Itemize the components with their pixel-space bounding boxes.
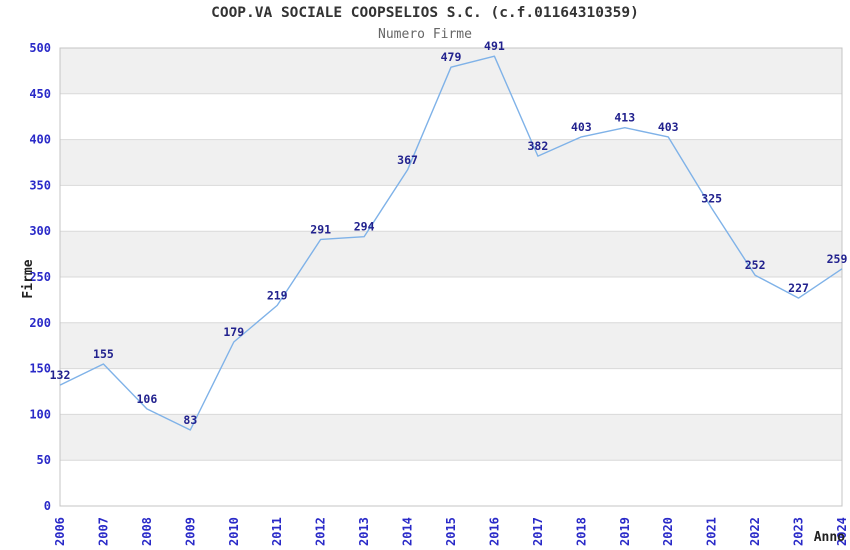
x-tick-label: 2021	[705, 517, 719, 546]
data-point-label: 132	[50, 368, 71, 382]
data-point-label: 479	[441, 50, 462, 64]
data-point-label: 413	[614, 111, 635, 125]
x-tick-label: 2007	[96, 517, 110, 546]
x-tick-label: 2024	[835, 517, 849, 546]
x-tick-label: 2014	[401, 517, 415, 546]
x-tick-label: 2010	[227, 517, 241, 546]
y-tick-label: 250	[29, 270, 51, 284]
y-tick-label: 100	[29, 407, 51, 421]
chart-subtitle: Numero Firme	[378, 27, 472, 42]
y-axis-title: Firme	[21, 259, 36, 298]
plot-band	[60, 414, 842, 461]
x-tick-label: 2008	[140, 517, 154, 546]
x-tick-label: 2022	[748, 517, 762, 546]
data-point-label: 155	[93, 347, 114, 361]
x-tick-label: 2011	[270, 517, 284, 546]
x-tick-label: 2016	[487, 517, 501, 546]
x-tick-label: 2015	[444, 517, 458, 546]
plot-band	[60, 231, 842, 277]
data-point-label: 491	[484, 39, 505, 53]
data-point-label: 403	[571, 120, 592, 134]
data-line	[59, 55, 843, 431]
y-tick-label: 300	[29, 224, 51, 238]
y-tick-label: 350	[29, 178, 51, 192]
data-point-label: 259	[827, 252, 848, 266]
x-tick-label: 2013	[357, 517, 371, 546]
plot-band	[60, 322, 842, 369]
x-tick-label: 2019	[618, 517, 632, 546]
x-tick-label: 2017	[531, 517, 545, 546]
y-tick-label: 200	[29, 316, 51, 330]
y-tick-label: 150	[29, 362, 51, 376]
data-point-label: 291	[310, 222, 331, 236]
y-tick-label: 400	[29, 133, 51, 147]
y-tick-label: 50	[37, 453, 51, 467]
x-tick-label: 2006	[53, 517, 67, 546]
data-point-label: 219	[267, 288, 288, 302]
x-tick-label: 2018	[574, 517, 588, 546]
x-tick-label: 2009	[183, 517, 197, 546]
x-tick-label: 2012	[314, 517, 328, 546]
data-point-label: 367	[397, 153, 418, 167]
plot-border	[59, 47, 843, 507]
data-point-label: 403	[658, 120, 679, 134]
x-axis-title: Anno	[814, 530, 845, 545]
x-tick-label: 2023	[792, 517, 806, 546]
data-point-label: 106	[136, 392, 157, 406]
data-point-label: 227	[788, 281, 809, 295]
y-tick-label: 0	[44, 499, 51, 513]
x-tick-label: 2020	[661, 517, 675, 546]
plot-band	[60, 48, 842, 94]
data-point-label: 179	[223, 325, 244, 339]
data-point-label: 294	[354, 220, 375, 234]
chart-title: COOP.VA SOCIALE COOPSELIOS S.C. (c.f.011…	[211, 5, 639, 21]
data-point-label: 382	[527, 139, 548, 153]
data-point-label: 252	[745, 258, 766, 272]
data-point-label: 83	[183, 413, 197, 427]
y-tick-label: 500	[29, 41, 51, 55]
y-tick-label: 450	[29, 87, 51, 101]
plot-band	[60, 139, 842, 186]
data-point-label: 325	[701, 191, 722, 205]
